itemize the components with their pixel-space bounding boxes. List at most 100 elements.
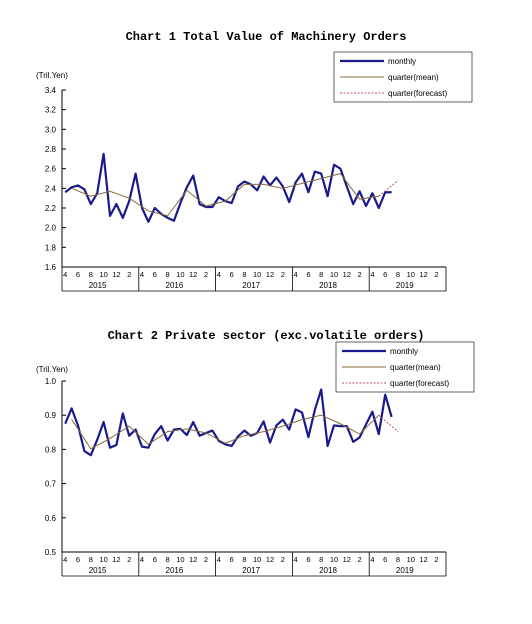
chart-1-month-tick-label: 12 — [343, 270, 351, 279]
chart-2-month-tick-label: 10 — [176, 555, 184, 564]
chart-2-y-tick-label: 0.9 — [45, 411, 57, 420]
chart-2-month-tick-label: 10 — [330, 555, 338, 564]
chart-1-month-tick-label: 6 — [383, 270, 387, 279]
chart-2-month-tick-label: 12 — [343, 555, 351, 564]
chart-2-month-tick-label: 8 — [242, 555, 246, 564]
chart-1-month-tick-label: 2 — [281, 270, 285, 279]
chart-2-legend-monthly-label: monthly — [390, 347, 418, 356]
chart-2-year-label: 2016 — [166, 566, 184, 575]
chart-1-year-label: 2018 — [319, 281, 337, 290]
chart-2-month-tick-label: 4 — [140, 555, 144, 564]
chart-1-month-tick-label: 6 — [306, 270, 310, 279]
chart-2-legend-quarter-mean-label: quarter(mean) — [390, 363, 441, 372]
chart-2-month-tick-label: 6 — [230, 555, 234, 564]
chart-1-year-label: 2016 — [166, 281, 184, 290]
chart-1-month-tick-label: 2 — [358, 270, 362, 279]
chart-1-legend-monthly-label: monthly — [388, 57, 416, 66]
chart-2-legend-quarter-forecast-label: quarter(forecast) — [390, 379, 449, 388]
chart-1-year-label: 2019 — [396, 281, 414, 290]
chart-1-series-quarter-forecast — [378, 180, 399, 197]
chart-1-month-tick-label: 12 — [419, 270, 427, 279]
chart-2-year-label: 2019 — [396, 566, 414, 575]
chart-1-month-tick-label: 6 — [230, 270, 234, 279]
chart-2-y-tick-label: 0.6 — [45, 514, 57, 523]
chart-2-title: Chart 2 Private sector (exc.volatile ord… — [107, 329, 425, 343]
chart-2-month-tick-label: 6 — [153, 555, 157, 564]
chart-2-month-tick-label: 4 — [294, 555, 298, 564]
chart-1-month-tick-label: 4 — [217, 270, 221, 279]
chart-1-y-tick-label: 2.8 — [45, 145, 57, 154]
chart-1-month-tick-label: 8 — [166, 270, 170, 279]
chart-1-y-tick-label: 2.0 — [45, 224, 57, 233]
chart-1-month-tick-label: 2 — [204, 270, 208, 279]
chart-1-month-tick-label: 6 — [76, 270, 80, 279]
chart-2-month-tick-label: 10 — [253, 555, 261, 564]
chart-2-month-tick-label: 10 — [407, 555, 415, 564]
chart-2-year-label: 2015 — [89, 566, 107, 575]
chart-2-y-tick-label: 1.0 — [45, 377, 57, 386]
chart-2: Chart 2 Private sector (exc.volatile ord… — [0, 315, 532, 615]
chart-2-plot: (Tril.Yen)0.50.60.70.80.91.04 6 8 10 12 2 4 6 8 1… — [36, 341, 475, 577]
chart-1-month-tick-label: 8 — [319, 270, 323, 279]
chart-2-y-tick-label: 0.5 — [45, 548, 57, 557]
chart-1-year-label: 2017 — [242, 281, 260, 290]
chart-1-month-tick-label: 4 — [370, 270, 374, 279]
chart-2-month-tick-label: 6 — [76, 555, 80, 564]
chart-2-year-label: 2017 — [242, 566, 260, 575]
chart-2-month-tick-label: 2 — [127, 555, 131, 564]
chart-2-y-tick-label: 0.7 — [45, 480, 57, 489]
chart-1-month-tick-label: 6 — [153, 270, 157, 279]
chart-2-series-quarter-forecast — [378, 414, 399, 432]
chart-1-y-tick-label: 2.6 — [45, 165, 57, 174]
chart-1-month-tick-label: 8 — [242, 270, 246, 279]
chart-2-month-tick-label: 4 — [370, 555, 374, 564]
chart-1-y-tick-label: 3.2 — [45, 106, 57, 115]
chart-1-month-tick-label: 10 — [99, 270, 107, 279]
chart-1-month-tick-label: 4 — [294, 270, 298, 279]
chart-2-month-tick-label: 10 — [99, 555, 107, 564]
chart-2-year-label: 2018 — [319, 566, 337, 575]
chart-1-month-tick-label: 4 — [63, 270, 67, 279]
chart-2-month-tick-label: 6 — [306, 555, 310, 564]
chart-2-month-tick-label: 12 — [189, 555, 197, 564]
chart-2-month-tick-label: 2 — [358, 555, 362, 564]
chart-1-y-tick-label: 2.2 — [45, 204, 57, 213]
chart-1-y-tick-label: 1.6 — [45, 263, 57, 272]
chart-1: Chart 1 Total Value of Machinery Orders … — [0, 0, 532, 310]
chart-1-unit-label: (Tril.Yen) — [36, 71, 68, 80]
chart-2-series-quarter-mean — [71, 414, 380, 450]
chart-1-y-tick-label: 1.8 — [45, 243, 57, 252]
chart-1-series-quarter-mean — [71, 173, 379, 217]
chart-1-month-tick-label: 2 — [434, 270, 438, 279]
chart-2-month-tick-label: 12 — [419, 555, 427, 564]
chart-2-month-tick-label: 8 — [396, 555, 400, 564]
chart-1-month-tick-label: 4 — [140, 270, 144, 279]
chart-1-plot: (Tril.Yen) 1.6 1.8 2.0 2.2 2.4 2.6 2.8 3.0 3.2 3.4… — [36, 51, 473, 292]
chart-2-series-monthly — [64, 388, 393, 457]
chart-1-month-tick-label: 12 — [266, 270, 274, 279]
chart-1-month-tick-label: 10 — [253, 270, 261, 279]
chart-2-month-tick-label: 8 — [166, 555, 170, 564]
chart-1-month-tick-label: 12 — [112, 270, 120, 279]
chart-2-month-tick-label: 2 — [204, 555, 208, 564]
chart-1-month-tick-label: 2 — [127, 270, 131, 279]
chart-1-title: Chart 1 Total Value of Machinery Orders — [125, 30, 407, 44]
chart-1-year-label: 2015 — [89, 281, 107, 290]
chart-1-month-tick-label: 10 — [330, 270, 338, 279]
chart-1-legend-quarter-forecast-label: quarter(forecast) — [388, 89, 447, 98]
chart-2-y-tick-label: 0.8 — [45, 445, 57, 454]
chart-2-month-tick-label: 12 — [112, 555, 120, 564]
chart-1-month-tick-label: 10 — [176, 270, 184, 279]
chart-1-y-tick-label: 2.4 — [45, 184, 57, 193]
chart-2-month-tick-label: 4 — [217, 555, 221, 564]
chart-2-month-tick-label: 6 — [383, 555, 387, 564]
chart-2-month-tick-label: 12 — [266, 555, 274, 564]
chart-2-month-tick-label: 8 — [89, 555, 93, 564]
chart-1-y-tick-label: 3.4 — [45, 86, 57, 95]
chart-1-month-tick-label: 8 — [89, 270, 93, 279]
chart-2-unit-label: (Tril.Yen) — [36, 365, 68, 374]
chart-2-month-tick-label: 2 — [281, 555, 285, 564]
chart-1-y-tick-label: 3.0 — [45, 125, 57, 134]
chart-1-month-tick-label: 12 — [189, 270, 197, 279]
chart-1-legend-quarter-mean-label: quarter(mean) — [388, 73, 439, 82]
